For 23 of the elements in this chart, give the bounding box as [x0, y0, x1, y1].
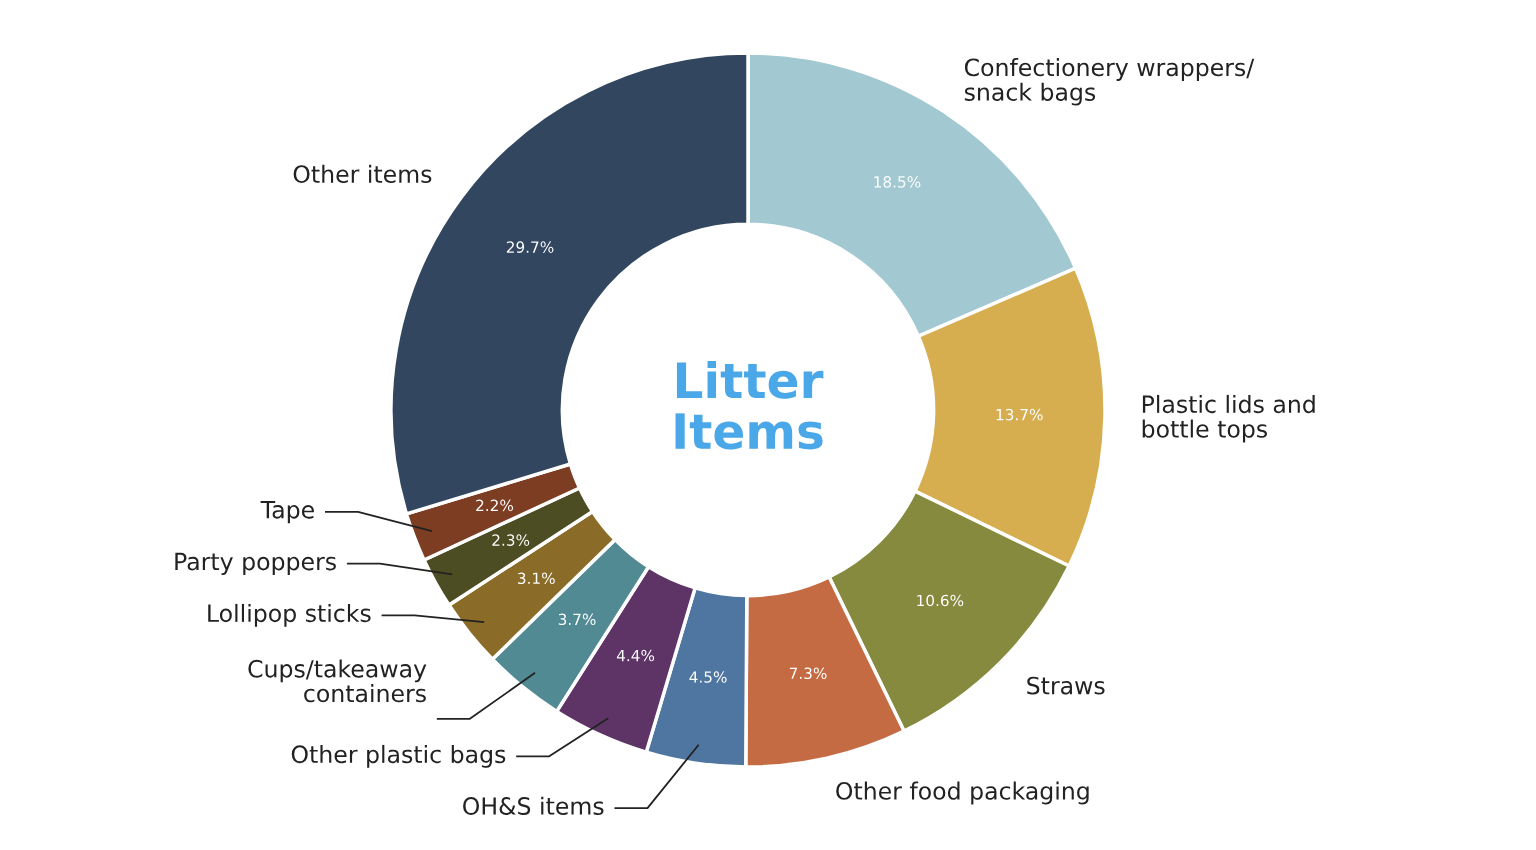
slice-label: Other items: [293, 164, 432, 184]
data-label: 2.3%: [492, 534, 530, 546]
slice-label: Straws: [1027, 676, 1105, 695]
slice-label: Lollipop sticks: [208, 603, 371, 627]
slice-label: Tape: [260, 501, 314, 524]
data-label: 18.5%: [874, 176, 921, 188]
data-label: 3.1%: [518, 572, 555, 585]
data-label: 29.7%: [506, 241, 554, 253]
slice-label: Other plastic bags: [291, 744, 506, 768]
slice-label: Party poppers: [175, 552, 336, 575]
slice-label: Cups/takeaway containers: [248, 659, 427, 703]
data-label: 10.6%: [917, 594, 964, 607]
data-label: 4.4%: [616, 649, 655, 662]
slice-label: Plastic lids and bottle tops: [1142, 394, 1315, 443]
text: Litter Items: [675, 361, 824, 450]
data-label: 2.2%: [476, 499, 514, 512]
slice-label: Other food packaging: [836, 781, 1089, 805]
data-label: 13.7%: [996, 408, 1043, 421]
data-label: 3.7%: [558, 613, 596, 626]
slice-label: OH&S items: [463, 796, 604, 815]
data-label: 7.3%: [789, 667, 827, 680]
slice-label: Confectionery wrappers/ snack bags: [964, 58, 1255, 106]
data-label: 4.5%: [689, 671, 727, 683]
